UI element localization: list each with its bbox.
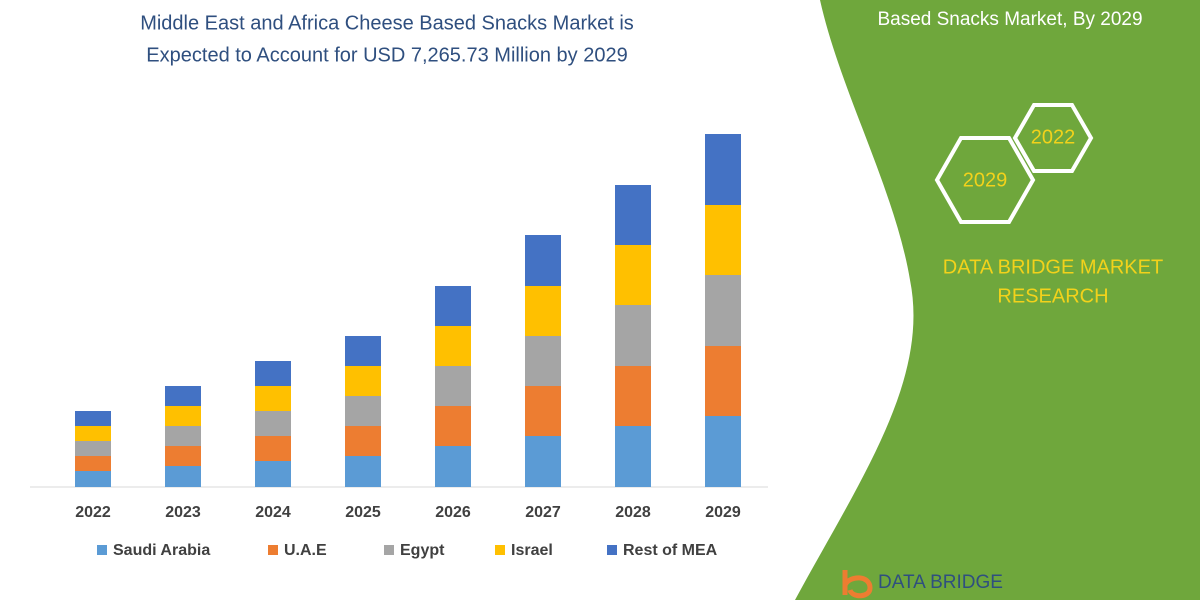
x-tick-label: 2028 [615, 504, 651, 521]
bar-segment [615, 305, 651, 366]
bar-segment [345, 396, 381, 426]
bar-segment [255, 386, 291, 411]
bar-segment [525, 436, 561, 487]
logo-icon [842, 570, 873, 599]
bar-segment [255, 361, 291, 386]
legend-swatch [268, 545, 278, 555]
bar-segment [255, 411, 291, 436]
panel-heading: Based Snacks Market, By 2029 [877, 9, 1142, 30]
legend-label: U.A.E [284, 542, 327, 559]
x-tick-label: 2025 [345, 504, 381, 521]
x-tick-label: 2027 [525, 504, 561, 521]
hexagon [934, 136, 1036, 224]
x-tick-label: 2024 [255, 504, 291, 521]
bar-segment [345, 456, 381, 487]
bar-segment [255, 436, 291, 461]
brand-text: DATA BRIDGE MARKET [943, 256, 1163, 278]
bar-segment [435, 326, 471, 366]
bar-segment [165, 446, 201, 466]
bar-segment [75, 456, 111, 471]
bar-segment [615, 426, 651, 487]
legend-swatch [495, 545, 505, 555]
legend-label: Saudi Arabia [113, 542, 210, 559]
bar-segment [165, 466, 201, 487]
x-tick-label: 2026 [435, 504, 471, 521]
bar-segment [345, 336, 381, 366]
legend-swatch [607, 545, 617, 555]
bar-segment [435, 286, 471, 326]
bar-segment [255, 461, 291, 487]
hexagon-label: 2022 [1031, 126, 1076, 148]
hexagon [1012, 103, 1094, 173]
logo-text: DATA BRIDGE [878, 572, 1003, 593]
bar-segment [615, 366, 651, 426]
brand-text: RESEARCH [997, 285, 1108, 307]
bar-segment [75, 471, 111, 487]
bar-segment [525, 286, 561, 336]
bar-segment [705, 275, 741, 346]
bar-segment [705, 416, 741, 487]
bar-segment [525, 235, 561, 286]
bar-segment [435, 446, 471, 487]
bar-segment [75, 411, 111, 426]
bar-segment [525, 386, 561, 436]
x-tick-label: 2029 [705, 504, 741, 521]
bar-segment [435, 406, 471, 446]
bar-segment [525, 336, 561, 386]
bar-segment [345, 426, 381, 456]
chart-title: Middle East and Africa Cheese Based Snac… [140, 12, 634, 34]
legend-label: Israel [511, 542, 553, 559]
bar-segment [705, 346, 741, 416]
legend-swatch [97, 545, 107, 555]
x-tick-label: 2022 [75, 504, 111, 521]
bar-segment [165, 406, 201, 426]
bar-segment [75, 426, 111, 441]
legend-swatch [384, 545, 394, 555]
bar-segment [435, 366, 471, 406]
bar-segment [615, 245, 651, 305]
legend-label: Egypt [400, 542, 445, 559]
bar-segment [705, 205, 741, 275]
bar-segment [705, 134, 741, 205]
hexagon-label: 2029 [963, 169, 1008, 191]
bar-segment [345, 366, 381, 396]
bar-segment [165, 386, 201, 406]
bar-segment [615, 185, 651, 245]
chart-title: Expected to Account for USD 7,265.73 Mil… [146, 44, 627, 66]
x-tick-label: 2023 [165, 504, 201, 521]
bar-segment [75, 441, 111, 456]
bar-segment [165, 426, 201, 446]
green-panel [795, 0, 1200, 600]
legend-label: Rest of MEA [623, 542, 718, 559]
